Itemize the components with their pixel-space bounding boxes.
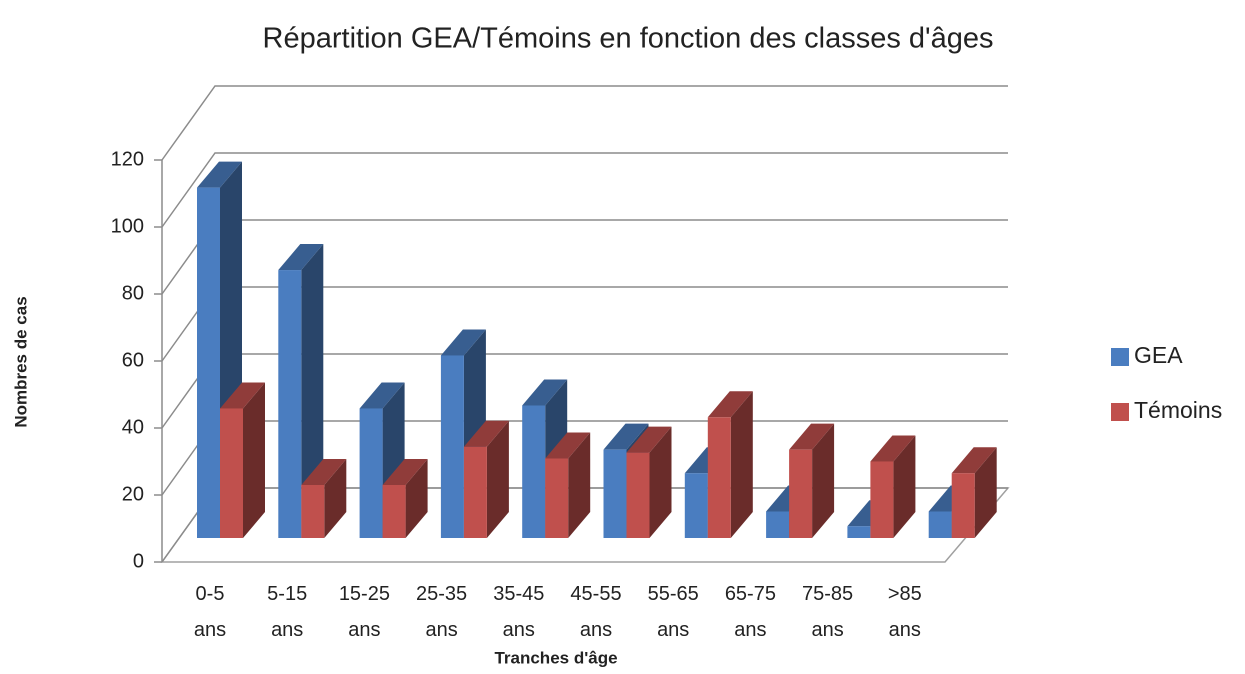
bar-front [545,458,569,538]
x-tick-label: 25-35 ans [416,583,467,641]
bar-front [220,408,243,538]
bar-top [301,459,347,485]
legend-swatch [1111,403,1129,421]
bar-front [870,461,894,538]
bar-top [951,447,997,474]
y-tick-label: 20 [122,483,144,505]
bar-side [486,420,509,538]
bar [220,382,265,538]
bar-front [522,405,546,538]
bar-side [243,382,265,538]
bar-top [220,382,265,409]
bar-front [463,446,487,538]
x-tick-label: 65-75 ans [725,583,776,641]
bar-front [684,473,708,538]
y-tick-label: 80 [122,282,144,304]
bar [382,459,428,538]
y-axis-title: Nombres de cas [11,296,30,427]
bar-side [568,432,591,538]
bar-side [974,447,997,538]
bar-top [463,420,509,447]
x-tick-label: 45-55 ans [570,583,621,641]
grid-line [161,85,1008,161]
bar-front [301,485,325,538]
legend-swatch [1111,348,1129,366]
x-tick-label: 15-25 ans [339,583,390,641]
bar-front [789,449,813,538]
bar-front [278,270,302,538]
bar-top [870,435,916,462]
bar-top [522,379,568,406]
bar-front [382,485,406,538]
bar [545,432,591,538]
bar [463,420,509,538]
legend-label: GEA [1134,342,1183,368]
y-tick-label: 100 [111,215,144,237]
bar-top [278,244,324,271]
bar-side [893,435,916,538]
bar-front [197,187,220,538]
bar [870,435,916,538]
x-tick-label: 5-15 ans [267,583,307,641]
bar-front [707,417,731,538]
bar [707,391,753,538]
bar-front [603,449,627,538]
bar-top [603,423,649,450]
bar-top [545,432,591,459]
bar-side [301,244,324,539]
bar-side [730,391,753,538]
legend-label: Témoins [1134,397,1222,423]
x-tick-label: 55-65 ans [648,583,699,641]
bar-top [440,329,486,356]
bar-top [197,161,242,188]
y-tick-label: 0 [133,550,144,572]
x-tick-label: 35-45 ans [493,583,544,641]
grid-line [161,152,1008,228]
bar-front [359,408,383,538]
y-tick-label: 120 [111,148,144,170]
x-axis-title: Tranches d'âge [494,648,617,667]
bar [789,423,835,538]
bar-top [626,426,672,453]
chart-title: Répartition GEA/Témoins en fonction des … [263,23,994,55]
bar-side [649,426,672,538]
bar [626,426,672,538]
bar-top [359,382,405,409]
y-tick-label: 60 [122,349,144,371]
bar-side [324,459,347,538]
y-tick-label: 40 [122,416,144,438]
x-tick-label: 75-85 ans [802,583,853,641]
bar-front [928,511,952,538]
bar-top [382,459,428,485]
bar-front [626,452,650,538]
x-tick-label: 0-5 ans [194,583,226,641]
bar [301,459,347,538]
bar-top [707,391,753,418]
x-tick-label: >85 ans [888,583,922,641]
bar-front [766,511,790,538]
bar-front [847,526,871,538]
bar-top [789,423,835,450]
bar-front [440,355,464,538]
bar-side [812,423,835,538]
bar-side [405,459,428,538]
bar [951,447,997,538]
bar-front [951,473,975,538]
bar [278,244,324,539]
